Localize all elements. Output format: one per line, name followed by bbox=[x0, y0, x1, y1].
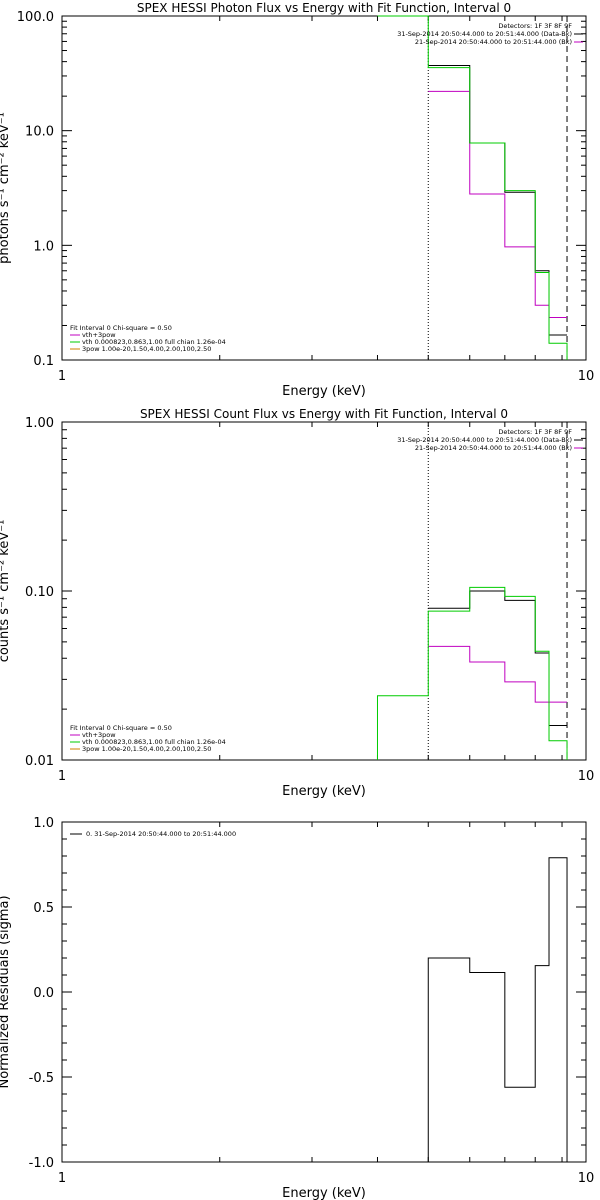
x-axis-label: Energy (keV) bbox=[282, 784, 366, 799]
y-axis-label: photons s⁻¹ cm⁻² keV⁻¹ bbox=[0, 112, 12, 264]
y-tick-label: 1.00 bbox=[25, 416, 54, 431]
x-tick-label: 1 bbox=[58, 369, 66, 384]
y-tick-label: 0.0 bbox=[33, 986, 54, 1001]
series-line bbox=[377, 15, 568, 360]
x-tick-label: 1 bbox=[58, 769, 66, 784]
legend-entry: vth+3pow bbox=[82, 331, 116, 339]
y-tick-label: 1.0 bbox=[33, 239, 54, 254]
legend-entry: Detectors: 1F 3F 8F 9F bbox=[498, 428, 572, 436]
series-line bbox=[428, 645, 568, 703]
x-axis-label: Energy (keV) bbox=[282, 1186, 366, 1200]
y-tick-label: 0.1 bbox=[33, 354, 54, 369]
y-tick-label: 100.0 bbox=[17, 10, 54, 25]
y-tick-label: 0.5 bbox=[33, 901, 54, 916]
series-line bbox=[427, 857, 568, 1162]
legend-entry: Fit Interval 0 Chi-square = 0.50 bbox=[70, 724, 172, 732]
legend-entry: 3pow 1.00e-20,1.50,4.00,2.00,100,2.50 bbox=[82, 745, 211, 753]
legend-entry: 3pow 1.00e-20,1.50,4.00,2.00,100,2.50 bbox=[82, 345, 211, 353]
chart-panel-3: 1 10 -1.0 -0.5 0.0 0.5 1.0 Energy (keV) Normaliz… bbox=[0, 816, 594, 1200]
y-tick-label: -1.0 bbox=[29, 1156, 54, 1171]
legend-entry: 31-Sep-2014 20:50:44.000 to 20:51:44.000… bbox=[397, 436, 572, 444]
y-tick-label: -0.5 bbox=[29, 1071, 54, 1086]
legend-entry: 31-Sep-2014 20:50:44.000 to 20:51:44.000… bbox=[397, 30, 572, 38]
y-tick-label: 10.0 bbox=[25, 125, 54, 140]
chart-panel-2: SPEX HESSI Count Flux vs Energy with Fit… bbox=[0, 407, 594, 799]
y-axis-label: counts s⁻¹ cm⁻² keV⁻¹ bbox=[0, 520, 12, 663]
series-line bbox=[376, 586, 568, 760]
x-tick-label: 10 bbox=[578, 369, 595, 384]
x-tick-label: 10 bbox=[578, 769, 595, 784]
plot-frame bbox=[61, 421, 587, 761]
series-line bbox=[428, 90, 568, 318]
legend-entry: 0. 31-Sep-2014 20:50:44.000 to 20:51:44.… bbox=[86, 830, 236, 838]
y-tick-label: 1.0 bbox=[33, 816, 54, 831]
legend-entry: 21-Sep-2014 20:50:44.000 to 20:51:44.000… bbox=[415, 444, 572, 452]
y-axis-label: Normalized Residuals (sigma) bbox=[0, 895, 12, 1088]
legend-entry: vth 0.000823,0.863,1.00 full chian 1.26e… bbox=[82, 338, 226, 346]
plot-frame bbox=[61, 821, 587, 1163]
plot-frame bbox=[61, 15, 587, 361]
x-tick-label: 1 bbox=[58, 1171, 66, 1186]
legend-entry: Detectors: 1F 3F 8F 9F bbox=[498, 22, 572, 30]
legend-entry: vth 0.000823,0.863,1.00 full chian 1.26e… bbox=[82, 738, 226, 746]
legend-entry: vth+3pow bbox=[82, 731, 116, 739]
x-axis-label: Energy (keV) bbox=[282, 384, 366, 399]
chart-title: SPEX HESSI Count Flux vs Energy with Fit… bbox=[140, 407, 508, 421]
chart-title: SPEX HESSI Photon Flux vs Energy with Fi… bbox=[137, 1, 511, 15]
legend-entry: 21-Sep-2014 20:50:44.000 to 20:51:44.000… bbox=[415, 38, 572, 46]
legend-entry: Fit Interval 0 Chi-square = 0.50 bbox=[70, 324, 172, 332]
series-line bbox=[428, 65, 568, 336]
y-tick-label: 0.01 bbox=[25, 754, 54, 769]
x-tick-label: 10 bbox=[578, 1171, 595, 1186]
y-tick-label: 0.10 bbox=[25, 585, 54, 600]
chart-panel-1: SPEX HESSI Photon Flux vs Energy with Fi… bbox=[0, 1, 594, 399]
